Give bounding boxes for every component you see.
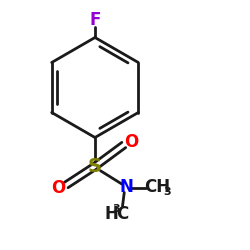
Text: 3: 3 (113, 204, 120, 214)
Text: N: N (119, 178, 133, 196)
Text: C: C (116, 205, 128, 223)
Text: CH: CH (144, 178, 170, 196)
Text: S: S (88, 157, 102, 176)
Text: 3: 3 (164, 187, 171, 197)
Text: H: H (105, 205, 119, 223)
Text: O: O (124, 133, 139, 151)
Text: O: O (51, 179, 65, 197)
Text: F: F (89, 11, 101, 29)
